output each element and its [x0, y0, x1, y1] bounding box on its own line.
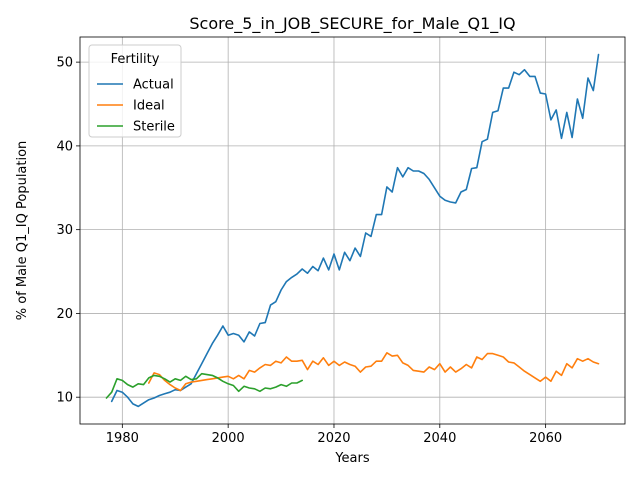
grid [80, 37, 625, 424]
y-axis: 10 20 30 40 50 [56, 56, 80, 406]
series-line-sterile [105, 372, 304, 399]
x-tick-label: 2000 [212, 431, 245, 446]
chart-title: Score_5_in_JOB_SECURE_for_Male_Q1_IQ [189, 14, 515, 34]
legend-label-actual: Actual [133, 78, 174, 93]
plot-frame [79, 36, 626, 425]
legend-title: Fertility [111, 52, 160, 67]
series-layer [105, 53, 600, 408]
y-axis-label: % of Male Q1_IQ Population [15, 141, 30, 321]
x-axis: 1980 2000 2020 2040 2060 [106, 424, 562, 446]
x-tick-label: 1980 [106, 431, 139, 446]
y-tick-label: 30 [56, 223, 73, 238]
legend-label-sterile: Sterile [133, 120, 175, 135]
y-tick-label: 10 [56, 391, 73, 406]
x-tick-label: 2060 [529, 431, 562, 446]
series-line-actual [110, 53, 600, 408]
legend-label-ideal: Ideal [133, 99, 165, 114]
legend: Fertility Actual Ideal Sterile [88, 44, 182, 138]
x-axis-label: Years [334, 451, 370, 466]
y-tick-label: 20 [56, 307, 73, 322]
series-line-ideal [148, 351, 600, 392]
x-tick-label: 2020 [317, 431, 350, 446]
y-tick-label: 50 [56, 56, 73, 71]
legend-box [88, 44, 182, 138]
y-tick-label: 40 [56, 139, 73, 154]
x-tick-label: 2040 [423, 431, 456, 446]
